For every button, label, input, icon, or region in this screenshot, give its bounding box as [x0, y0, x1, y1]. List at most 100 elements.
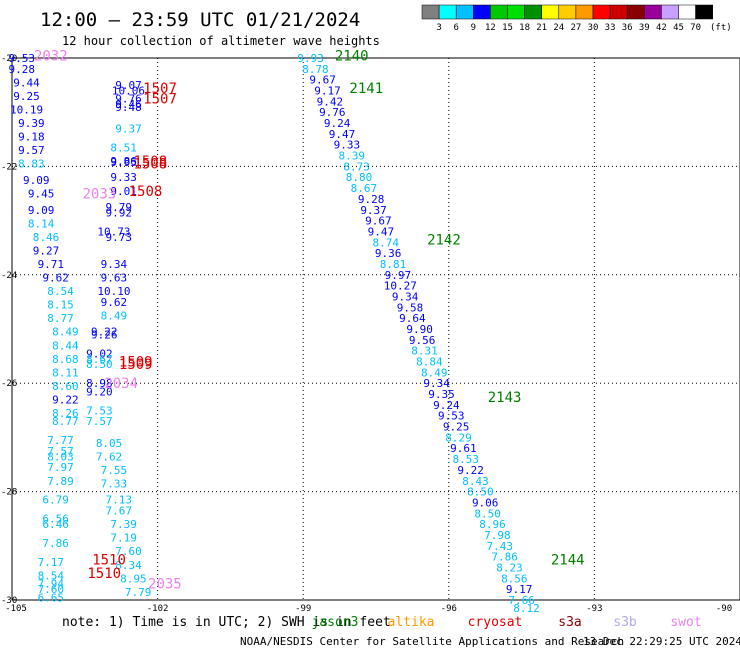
pass-label: 1507: [143, 81, 177, 97]
pass-label: 1507: [143, 92, 177, 108]
wave-height-value: 9.53: [438, 410, 465, 423]
wave-height-value: 9.64: [399, 312, 426, 325]
x-tick-label: -90: [716, 604, 732, 614]
wave-height-value: 9.39: [18, 117, 45, 130]
color-scale-label: 15: [502, 23, 513, 33]
wave-height-value: 9.45: [28, 188, 55, 201]
wave-height-value: 8.73: [343, 160, 370, 173]
wave-height-value: 9.35: [428, 388, 455, 401]
color-scale-swatch: [524, 4, 542, 20]
color-scale-swatch: [507, 4, 525, 20]
wave-height-value: 7.13: [106, 494, 133, 507]
wave-height-value: 8.80: [346, 171, 373, 184]
wave-height-value: 9.79: [106, 201, 133, 214]
wave-height-value: 8.54: [47, 285, 74, 298]
wave-height-value: 8.77: [52, 415, 79, 428]
wave-height-value: 10.06: [112, 85, 145, 98]
wave-height-value: 6.46: [42, 518, 69, 531]
wave-height-value: 9.76: [319, 106, 346, 119]
satellite-legend: jason3 altika cryosat s3a s3b swot: [312, 615, 702, 630]
wave-height-value: 9.62: [42, 272, 69, 285]
pass-label: 1509: [119, 357, 153, 373]
wave-height-value: 7.89: [47, 475, 74, 488]
wave-height-value: 9.17: [506, 583, 533, 596]
wave-height-value: 9.76: [115, 93, 142, 106]
pass-label: 1509: [119, 355, 153, 371]
wave-height-value: 8.39: [338, 150, 365, 163]
wave-height-value: 9.93: [297, 52, 324, 65]
wave-height-value: 8.34: [115, 559, 142, 572]
color-scale-label: 39: [639, 23, 650, 33]
wave-height-value: 9.33: [110, 171, 137, 184]
wave-height-value: 7.60: [115, 545, 142, 558]
wave-height-value: 7.62: [96, 450, 123, 463]
wave-height-value: 8.05: [96, 437, 123, 450]
pass-label: 2141: [349, 81, 383, 97]
wave-height-value: 8.23: [496, 561, 523, 574]
wave-height-value: 7.97: [47, 461, 74, 474]
wave-height-value: 7.33: [101, 477, 128, 490]
wave-height-value: 8.31: [411, 345, 438, 358]
pass-label: 1508: [129, 184, 163, 200]
wave-height-value: 9.71: [38, 258, 65, 271]
wave-height-value: 9.47: [329, 128, 356, 141]
wave-height-value: 8.68: [52, 353, 79, 366]
color-scale-unit: (ft): [710, 23, 732, 33]
wave-height-value: 9.46: [115, 98, 142, 111]
pass-label: 2142: [427, 233, 461, 249]
color-scale-legend: 3 6 9 12 15 18 21 24 27 30 33 36 39 42 45 70: [421, 4, 713, 33]
wave-height-value: 8.14: [28, 217, 55, 230]
wave-height-value: 8.81: [380, 258, 407, 271]
color-scale-swatch: [592, 4, 611, 20]
wave-height-value: 8.50: [467, 486, 494, 499]
wave-height-value: 8.50: [86, 358, 113, 371]
wave-height-value: 7.94: [38, 578, 65, 591]
color-scale-label: 30: [588, 23, 599, 33]
x-tick-label: -99: [295, 604, 311, 614]
color-scale-swatch: [490, 4, 508, 20]
wave-height-value: 9.63: [101, 272, 128, 285]
pass-label: 2144: [551, 552, 585, 568]
wave-height-value: 8.60: [52, 380, 79, 393]
x-tick-label: -105: [5, 604, 27, 614]
wave-height-value: 9.34: [101, 258, 128, 271]
wave-height-value: 8.96: [479, 518, 506, 531]
wave-height-value: 7.77: [47, 434, 74, 447]
wave-height-value: 8.95: [120, 572, 147, 585]
wave-height-value: 7.17: [38, 556, 65, 569]
wave-height-value: 9.09: [23, 174, 50, 187]
wave-height-value: 9.22: [91, 326, 118, 339]
color-scale-label: 6: [453, 23, 458, 33]
wave-height-value: 8.67: [86, 353, 113, 366]
wave-height-value: 9.95: [110, 156, 137, 169]
wave-height-value: 9.34: [392, 290, 419, 303]
footer-timestamp: 13 Dec 22:29:25 UTC 2024: [583, 635, 740, 648]
wave-height-value: 7.55: [101, 464, 128, 477]
footer-credit: NOAA/NESDIS Center for Satellite Applica…: [240, 635, 624, 648]
wave-height-value: 9.07: [115, 79, 142, 92]
wave-height-value: 8.29: [445, 431, 472, 444]
pass-label: 2032: [34, 48, 68, 64]
wave-height-value: 9.53: [8, 52, 35, 65]
wave-height-value: 9.33: [334, 139, 361, 152]
pass-label: 2140: [335, 48, 369, 64]
wave-height-value: 8.49: [52, 326, 79, 339]
wave-height-value: 8.03: [47, 450, 74, 463]
wave-height-value: 9.22: [52, 393, 79, 406]
pass-label: 1510: [87, 566, 121, 582]
y-tick-label: -24: [1, 271, 17, 281]
wave-height-value: 9.18: [18, 131, 45, 144]
wave-height-value: 9.67: [365, 215, 392, 228]
color-scale-label: 27: [570, 23, 581, 33]
wave-height-value: 9.17: [314, 85, 341, 98]
color-scale-swatch: [455, 4, 474, 20]
wave-height-value: 8.74: [372, 236, 399, 249]
x-tick-label: -102: [147, 604, 169, 614]
wave-height-value: 9.02: [86, 347, 113, 360]
color-scale-swatch: [626, 4, 645, 20]
wave-height-value: 7.86: [42, 537, 69, 550]
wave-height-value: 9.34: [423, 377, 450, 390]
pass-label: 2143: [488, 390, 522, 406]
wave-height-value: 8.67: [351, 182, 378, 195]
